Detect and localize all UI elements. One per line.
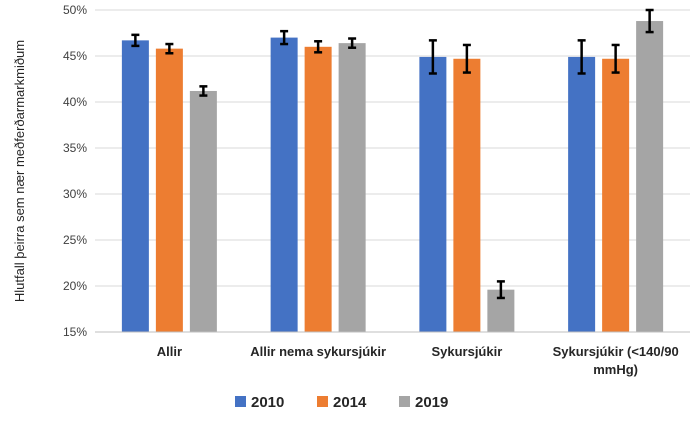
- legend-label: 2019: [415, 394, 448, 411]
- bar-2010-4: [568, 56, 596, 333]
- bar-2014-3: [453, 58, 481, 332]
- y-tick-label: 50%: [63, 3, 87, 17]
- y-tick-label: 15%: [63, 325, 87, 339]
- category-label: mmHg): [593, 362, 638, 377]
- legend-swatch-2014: [317, 396, 328, 407]
- bar-2019-2: [338, 43, 366, 333]
- legend-swatch-2010: [235, 396, 246, 407]
- bar-2010-3: [419, 56, 447, 333]
- category-label: Sykursjúkir (<140/90: [553, 344, 679, 359]
- y-tick-label: 25%: [63, 233, 87, 247]
- bar-2014-4: [602, 58, 630, 332]
- y-tick-label: 35%: [63, 141, 87, 155]
- bar-2014-2: [304, 46, 332, 333]
- y-tick-label: 45%: [63, 49, 87, 63]
- legend-swatch-2019: [399, 396, 410, 407]
- y-tick-label: 40%: [63, 95, 87, 109]
- category-label: Sykursjúkir: [431, 344, 502, 359]
- bar-2010-2: [270, 37, 298, 332]
- bar-2019-4: [636, 21, 664, 332]
- y-tick-label: 20%: [63, 279, 87, 293]
- category-label: Allir nema sykursjúkir: [250, 344, 386, 359]
- bar-2014-1: [155, 48, 183, 332]
- bar-2010-1: [121, 40, 149, 333]
- y-tick-label: 30%: [63, 187, 87, 201]
- category-label: Allir: [157, 344, 182, 359]
- legend-label: 2010: [251, 394, 284, 411]
- y-axis-title: Hlutfall þeirra sem nær meðferðarmarkmið…: [12, 40, 27, 302]
- bar-2019-1: [189, 90, 217, 333]
- legend-label: 2014: [333, 394, 367, 411]
